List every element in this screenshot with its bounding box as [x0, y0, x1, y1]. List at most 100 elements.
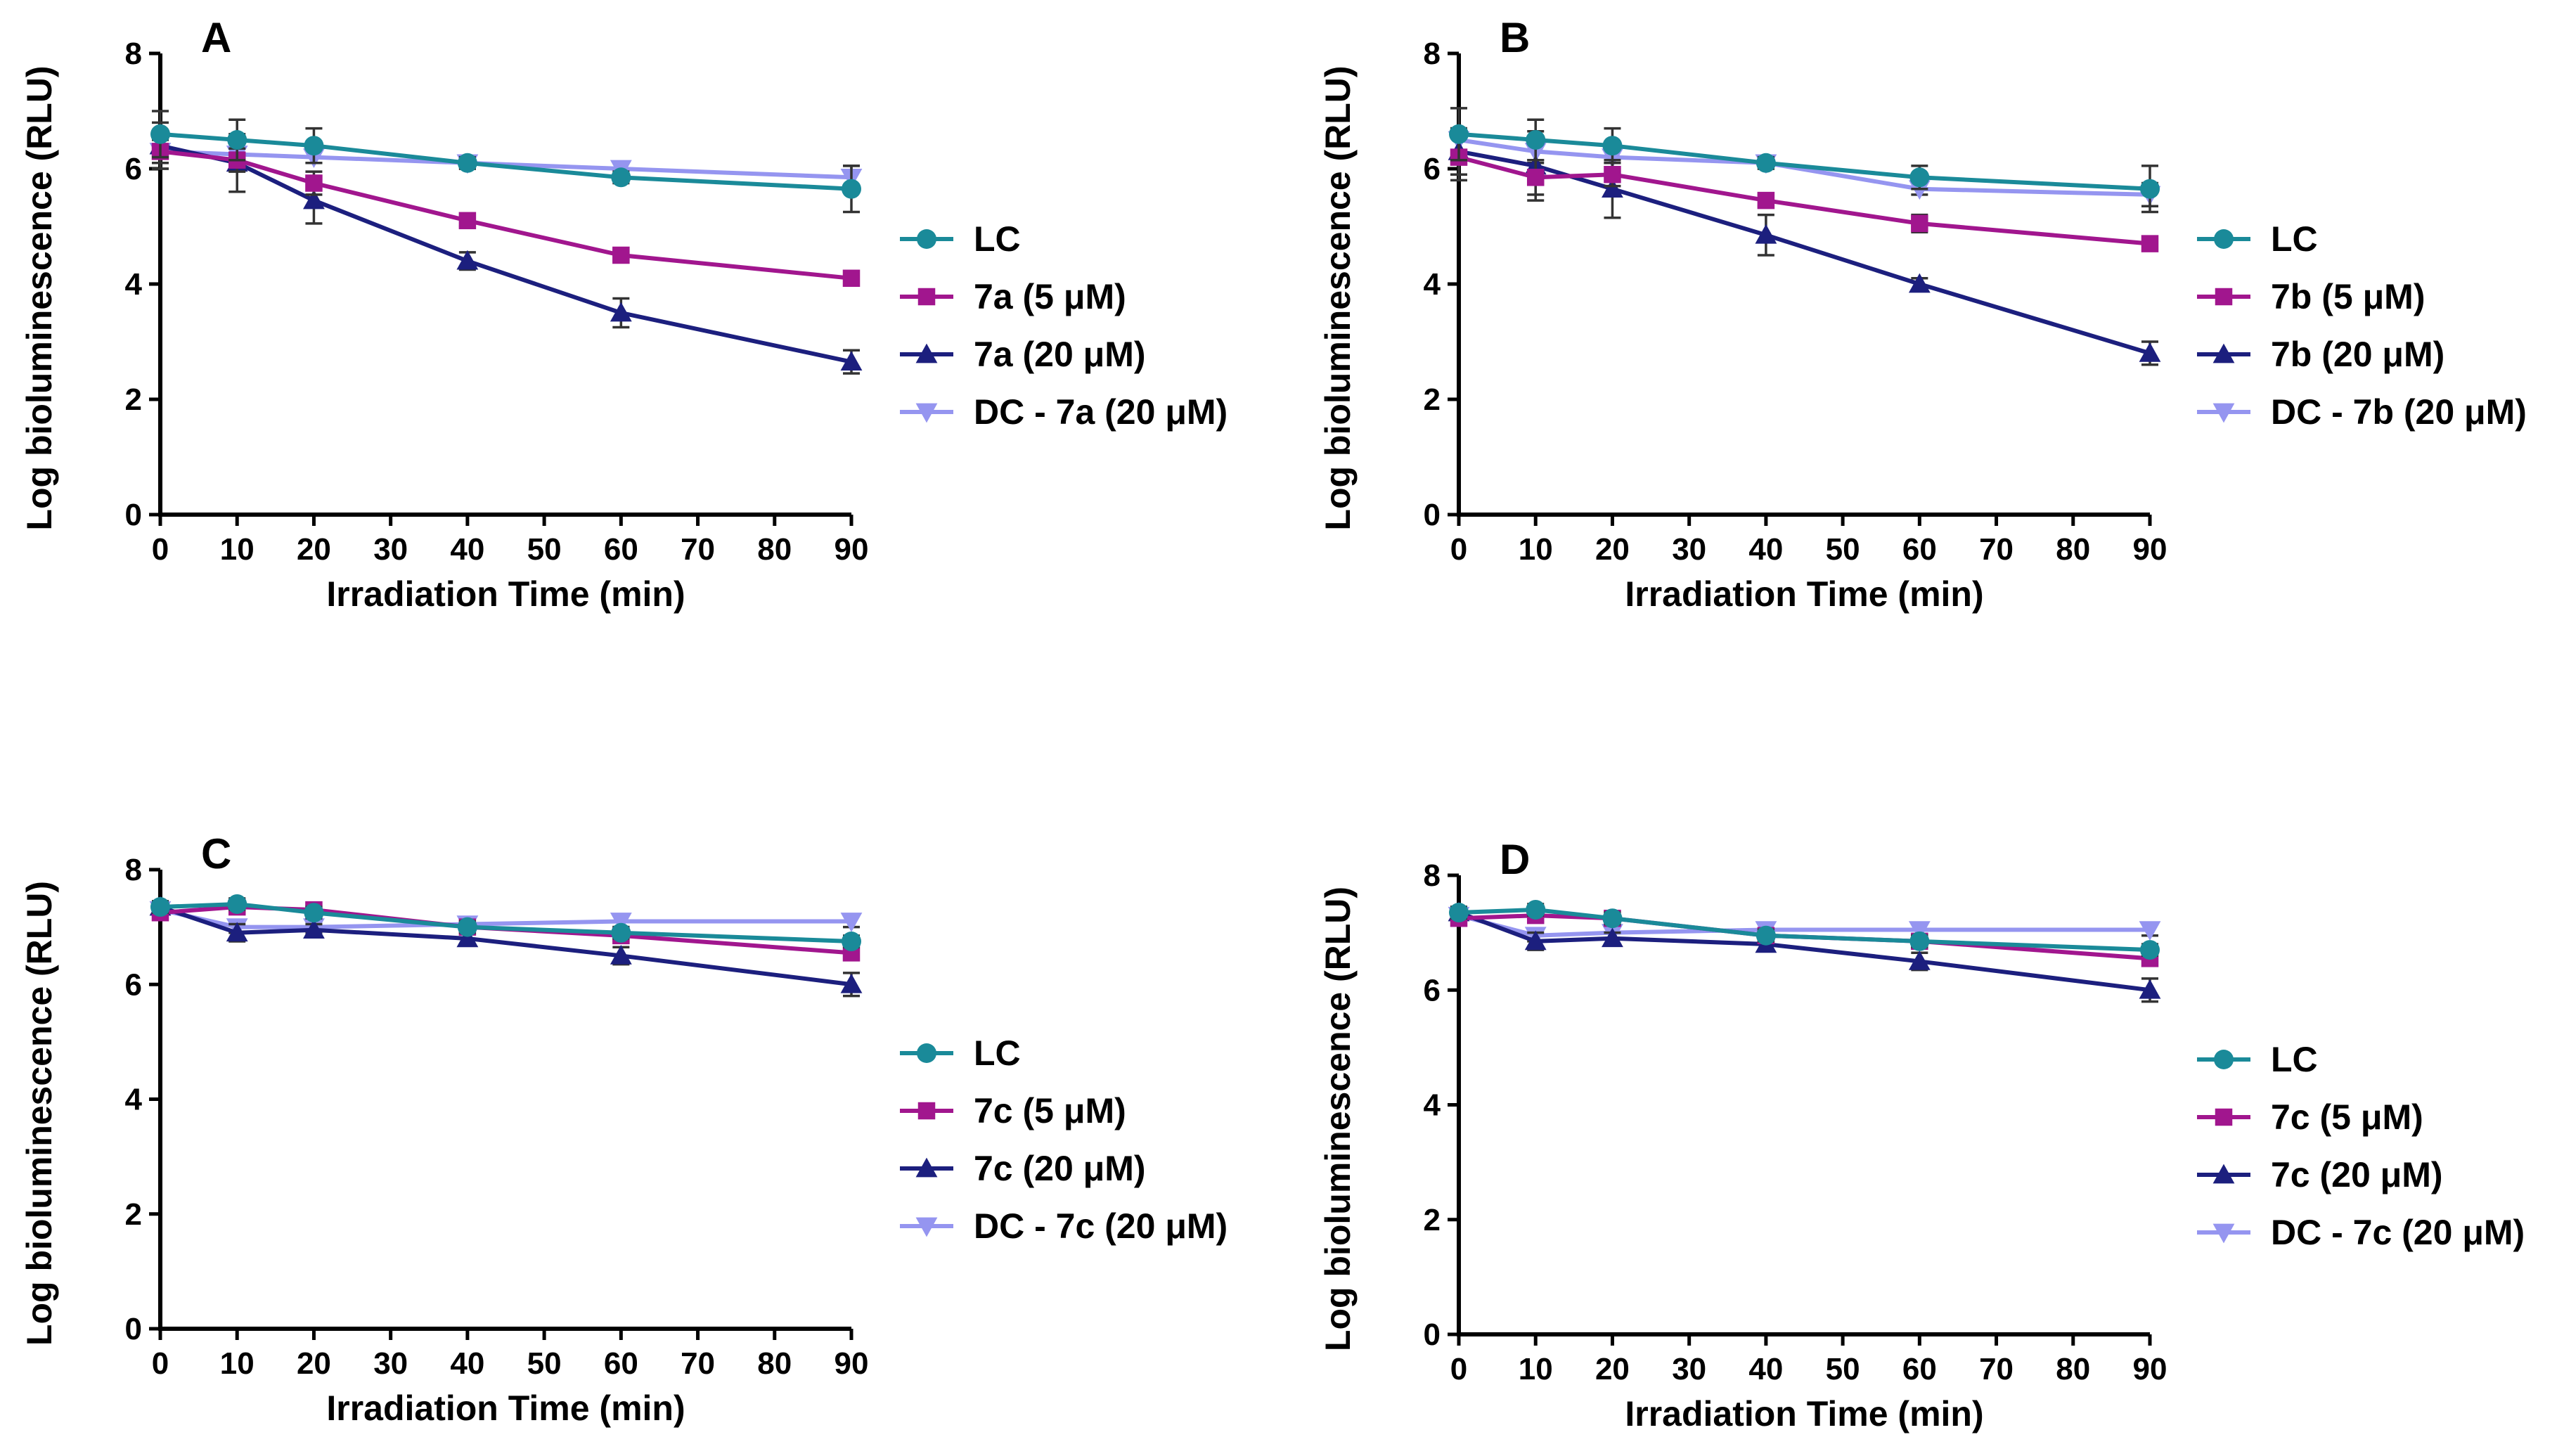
data-point: [458, 212, 477, 230]
data-point: [1908, 951, 1931, 970]
legend-item: LC: [2197, 1040, 2318, 1079]
series-line: [160, 149, 852, 180]
legend-marker: [2215, 288, 2233, 306]
legend-item: DC - 7b (20 μM): [2197, 392, 2527, 432]
x-tick-label: 60: [1902, 1352, 1937, 1386]
data-point: [227, 894, 247, 914]
legend-label: 7b (20 μM): [2271, 335, 2444, 374]
y-tick-label: 8: [125, 37, 142, 71]
x-tick-label: 20: [297, 1346, 331, 1381]
legend-item: DC - 7a (20 μM): [900, 392, 1228, 432]
data-point: [456, 927, 479, 948]
y-tick-label: 6: [1424, 152, 1441, 186]
legend-marker: [2212, 343, 2235, 363]
x-tick-label: 10: [1519, 532, 1553, 567]
y-tick-label: 2: [1424, 382, 1441, 417]
x-tick-label: 70: [681, 1346, 715, 1381]
series-7b-5-m: [1450, 133, 2159, 252]
x-tick-label: 40: [450, 532, 484, 567]
data-point: [1602, 927, 1623, 948]
legend-item: 7c (20 μM): [2197, 1155, 2443, 1194]
data-point: [1526, 169, 1545, 186]
legend-item: LC: [900, 1033, 1021, 1073]
x-tick-label: 60: [604, 532, 638, 567]
series-line: [160, 901, 852, 944]
data-point: [226, 922, 248, 942]
series-lc: [150, 894, 861, 952]
x-tick-label: 90: [2133, 532, 2167, 567]
panel-letter: A: [201, 14, 231, 61]
x-tick-label: 90: [835, 532, 869, 567]
series-line: [160, 131, 852, 191]
legend-label: LC: [974, 1033, 1021, 1073]
y-tick-label: 2: [125, 1197, 142, 1232]
x-tick-label: 40: [1748, 532, 1783, 567]
x-tick-label: 20: [1595, 532, 1630, 567]
y-tick-label: 4: [1424, 267, 1441, 302]
panel-letter: D: [1500, 836, 1530, 883]
data-point: [1908, 273, 1931, 293]
legend: LC 7a (5 μM) 7a (20 μM) DC - 7a (20 μM): [900, 219, 1228, 432]
legend-item: DC - 7c (20 μM): [900, 1206, 1228, 1246]
panel-letter: C: [201, 830, 231, 877]
series-lc: [150, 110, 861, 214]
data-point: [2140, 179, 2160, 199]
data-point: [2141, 235, 2159, 252]
data-point: [842, 269, 861, 288]
data-point: [1526, 130, 1546, 150]
series-line: [160, 149, 852, 281]
legend-item: 7a (5 μM): [900, 277, 1126, 316]
legend-label: 7b (5 μM): [2271, 277, 2425, 316]
data-point: [457, 153, 477, 173]
x-tick-label: 50: [1826, 1352, 1860, 1386]
data-point: [227, 130, 247, 150]
series-lc: [1449, 107, 2160, 214]
legend-label: LC: [2271, 1040, 2318, 1079]
legend-item: 7c (5 μM): [900, 1091, 1126, 1130]
x-tick-label: 80: [2056, 532, 2090, 567]
series-line: [1458, 155, 2151, 246]
data-point: [1602, 908, 1623, 929]
legend-label: 7a (20 μM): [974, 335, 1146, 374]
y-tick-label: 2: [1424, 1203, 1441, 1237]
data-point: [303, 919, 325, 939]
legend-item: 7c (20 μM): [900, 1149, 1146, 1188]
x-tick-label: 30: [373, 532, 408, 567]
data-point: [1909, 931, 1930, 951]
x-axis-title: Irradiation Time (min): [326, 574, 685, 614]
y-tick-label: 4: [125, 1083, 143, 1117]
legend-label: 7c (20 μM): [2271, 1155, 2443, 1194]
data-point: [610, 945, 632, 965]
series-7a-20-m: [149, 121, 863, 375]
series-line: [160, 905, 852, 987]
y-axis-title: Log bioluminescence (RLU): [1318, 887, 1358, 1351]
data-point: [303, 189, 325, 210]
data-point: [610, 302, 632, 322]
legend-label: 7a (5 μM): [974, 277, 1126, 316]
series-line: [1458, 907, 2151, 953]
x-tick-label: 50: [527, 1346, 562, 1381]
y-tick-label: 2: [125, 382, 142, 417]
x-tick-label: 20: [297, 532, 331, 567]
data-point: [304, 136, 324, 156]
x-tick-label: 10: [220, 532, 255, 567]
legend-label: 7c (20 μM): [974, 1149, 1146, 1188]
x-tick-label: 40: [450, 1346, 484, 1381]
legend-item: 7b (5 μM): [2197, 277, 2425, 316]
legend-marker: [917, 1043, 936, 1063]
data-point: [2139, 921, 2161, 941]
x-tick-label: 60: [604, 1346, 638, 1381]
legend-item: DC - 7c (20 μM): [2197, 1213, 2525, 1252]
y-tick-label: 0: [1424, 498, 1441, 532]
data-point: [1909, 167, 1930, 188]
y-axis-title: Log bioluminescence (RLU): [20, 65, 59, 530]
data-point: [1449, 124, 1469, 144]
x-tick-label: 0: [152, 1346, 169, 1381]
legend-item: LC: [900, 219, 1021, 259]
legend-label: 7c (5 μM): [2271, 1097, 2423, 1137]
x-tick-label: 0: [1450, 532, 1467, 567]
y-axis-title: Log bioluminescence (RLU): [1318, 65, 1358, 530]
y-tick-label: 4: [1424, 1088, 1441, 1123]
legend-label: DC - 7b (20 μM): [2271, 392, 2527, 432]
